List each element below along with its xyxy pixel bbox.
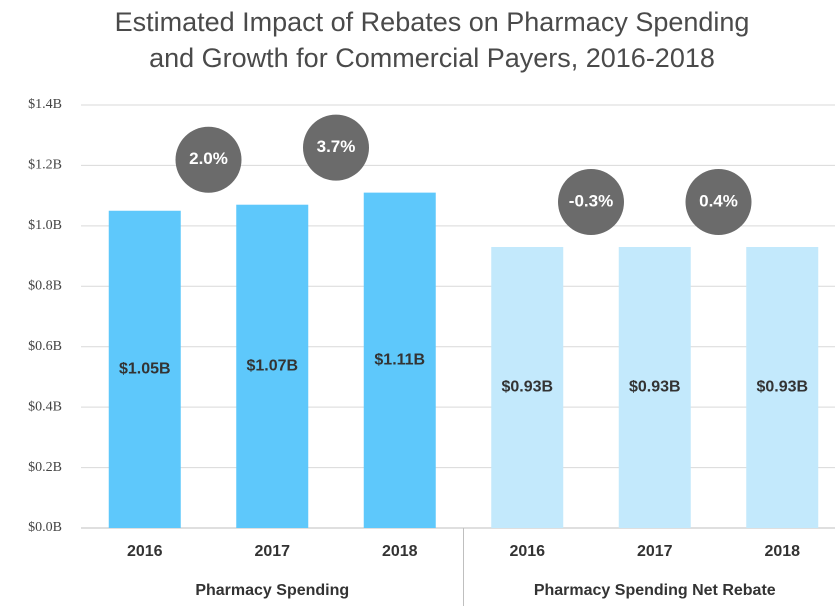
y-tick-label: $1.4B	[28, 97, 62, 112]
bar	[491, 247, 564, 528]
bar	[746, 247, 819, 528]
annotation-badge	[303, 114, 369, 181]
chart-title: Estimated Impact of Rebates on Pharmacy …	[115, 7, 750, 37]
y-tick-label: $1.2B	[28, 158, 62, 173]
y-tick-label: $0.0B	[28, 520, 62, 535]
bar	[363, 192, 436, 528]
y-tick-label: $1.0B	[28, 218, 62, 233]
x-tick-label: 2016	[509, 543, 545, 560]
x-tick-label: 2018	[382, 543, 418, 560]
annotation: 3.7%	[317, 137, 356, 156]
value-label: $1.07B	[246, 358, 298, 375]
annotation-badge	[175, 126, 242, 193]
y-tick-label: $0.2B	[28, 460, 62, 475]
bar	[236, 204, 309, 528]
annotation: 0.4%	[699, 191, 738, 210]
x-tick-label: 2017	[637, 543, 673, 560]
annotation-badge	[685, 169, 752, 236]
x-tick-label: 2017	[254, 543, 290, 560]
annotation-badge	[558, 169, 624, 236]
value-label: $0.93B	[756, 379, 808, 396]
y-tick-label: $0.8B	[28, 279, 62, 294]
group-label: Pharmacy Spending Net Rebate	[534, 582, 776, 599]
group-label: Pharmacy Spending	[195, 582, 349, 599]
value-label: $1.05B	[119, 361, 171, 378]
annotation: -0.3%	[569, 191, 613, 210]
value-label: $1.11B	[374, 352, 425, 369]
value-label: $0.93B	[501, 379, 553, 396]
y-tick-label: $0.4B	[28, 399, 62, 414]
value-label: $0.93B	[629, 379, 681, 396]
x-tick-label: 2016	[127, 543, 163, 560]
annotation: 2.0%	[189, 149, 228, 168]
bar	[618, 247, 691, 528]
x-tick-label: 2018	[764, 543, 800, 560]
chart-title: and Growth for Commercial Payers, 2016-2…	[149, 43, 715, 73]
y-tick-label: $0.6B	[28, 339, 62, 354]
bar	[108, 210, 181, 528]
